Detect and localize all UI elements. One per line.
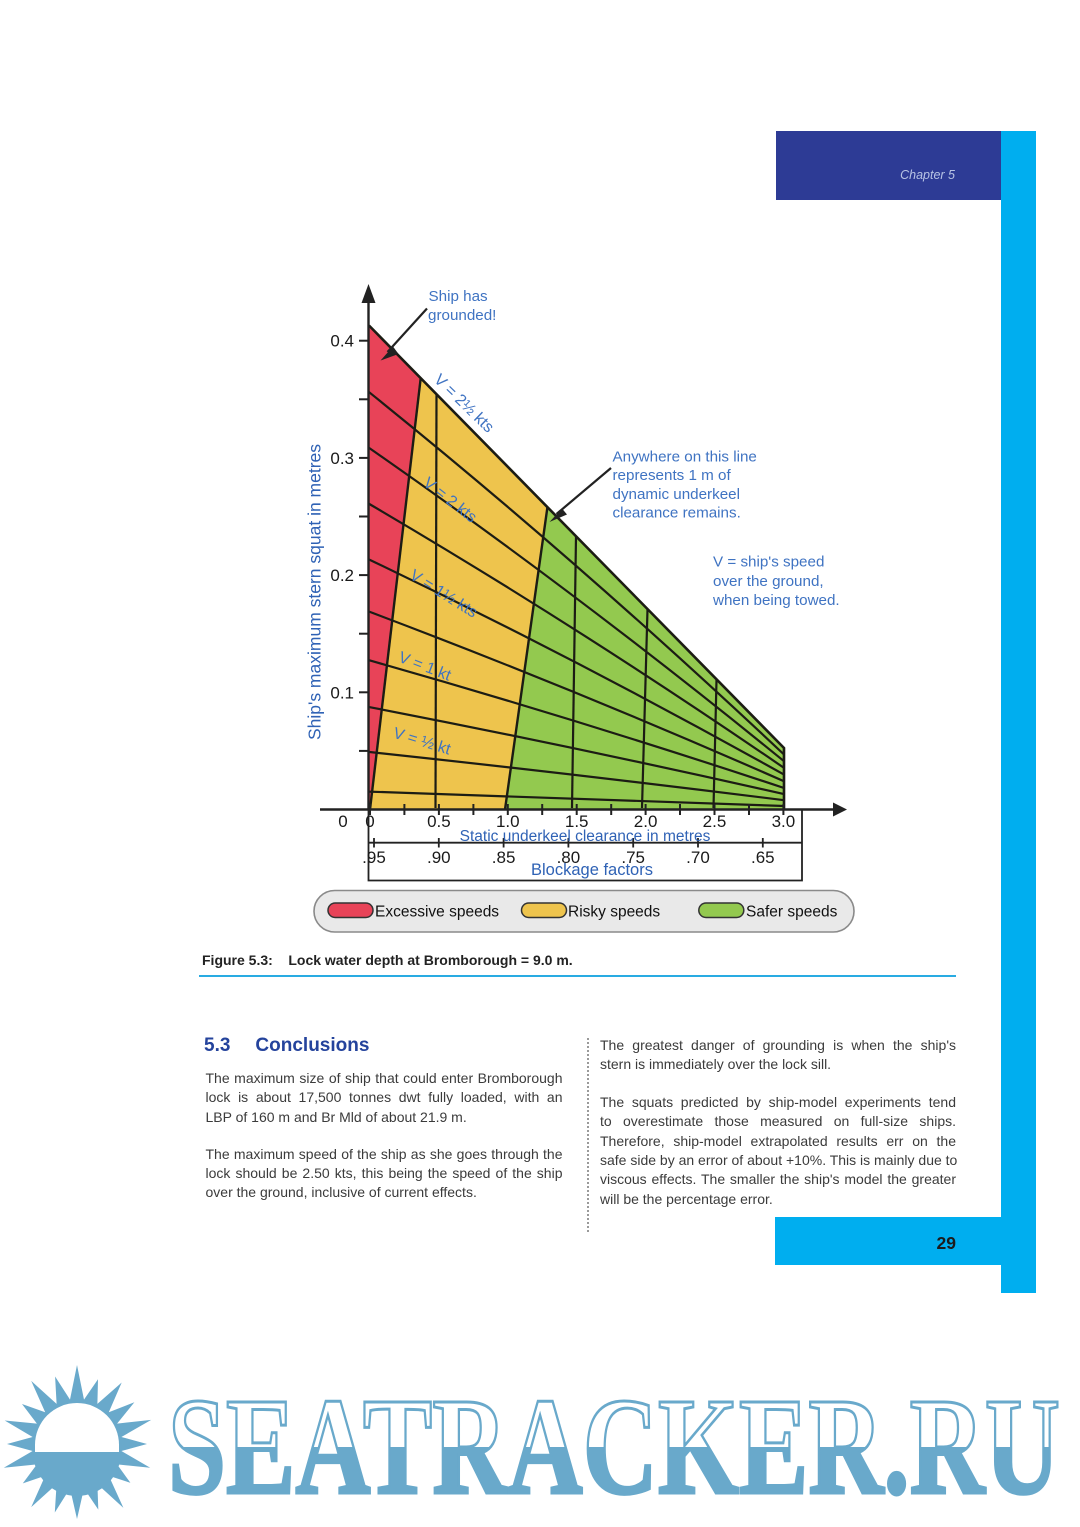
svg-text:.80: .80 (557, 848, 581, 867)
svg-text:.70: .70 (686, 848, 710, 867)
svg-text:Excessive speeds: Excessive speeds (375, 904, 499, 921)
svg-text:.95: .95 (362, 848, 386, 867)
svg-text:2.0: 2.0 (634, 812, 658, 831)
svg-text:dynamic underkeel: dynamic underkeel (613, 486, 740, 503)
svg-text:Ship's maximum stern squat in: Ship's maximum stern squat in metres (305, 444, 325, 740)
svg-text:when being towed.: when being towed. (712, 592, 840, 609)
svg-text:.65: .65 (751, 848, 775, 867)
svg-text:.85: .85 (492, 848, 516, 867)
svg-text:0.3: 0.3 (330, 449, 354, 468)
svg-text:Anywhere on this line: Anywhere on this line (613, 449, 757, 466)
svg-text:2.5: 2.5 (703, 812, 727, 831)
svg-text:represents 1 m of: represents 1 m of (613, 467, 732, 484)
svg-text:0.2: 0.2 (330, 566, 354, 585)
svg-text:0.1: 0.1 (330, 683, 354, 702)
svg-text:Safer speeds: Safer speeds (746, 904, 838, 921)
svg-text:Blockage factors: Blockage factors (531, 861, 653, 879)
svg-text:SEATRACKER.RU: SEATRACKER.RU (168, 1370, 1060, 1524)
svg-text:Ship has: Ship has (429, 288, 489, 305)
svg-text:0: 0 (338, 812, 347, 831)
svg-text:1.0: 1.0 (496, 812, 520, 831)
svg-text:.90: .90 (427, 848, 451, 867)
svg-text:V = ship's speed: V = ship's speed (713, 554, 824, 571)
svg-text:Risky speeds: Risky speeds (568, 904, 660, 921)
svg-text:0: 0 (365, 812, 374, 831)
svg-text:3.0: 3.0 (772, 812, 796, 831)
svg-text:1.5: 1.5 (565, 812, 589, 831)
svg-text:0.5: 0.5 (427, 812, 451, 831)
svg-text:over the ground,: over the ground, (713, 573, 824, 590)
svg-text:Static underkeel clearance in: Static underkeel clearance in metres (460, 828, 711, 845)
svg-text:.75: .75 (621, 848, 645, 867)
svg-text:clearance remains.: clearance remains. (613, 505, 741, 522)
svg-text:grounded!: grounded! (428, 307, 496, 324)
svg-text:0.4: 0.4 (330, 332, 354, 351)
